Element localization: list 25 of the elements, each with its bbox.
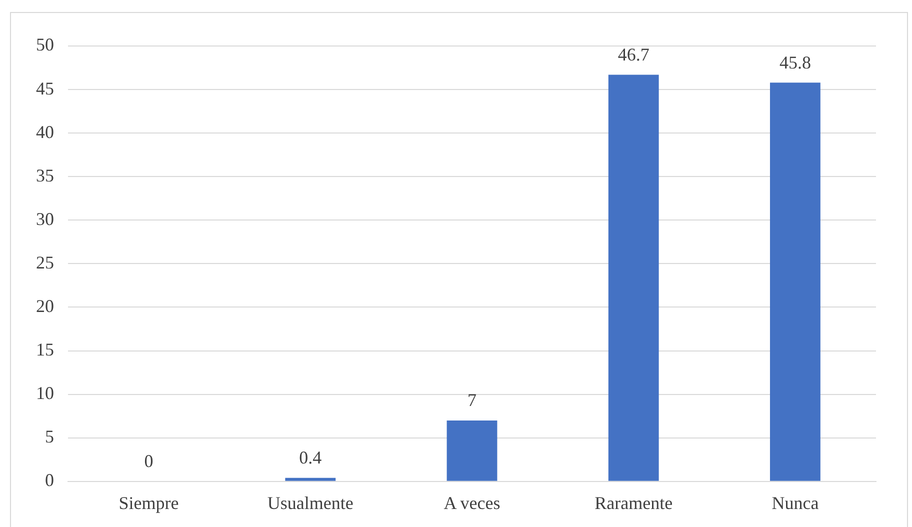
y-tick-label: 35: [36, 165, 54, 186]
data-label: 7: [468, 390, 476, 410]
y-tick-label: 15: [36, 340, 54, 360]
data-label: 45.8: [779, 52, 811, 72]
y-tick-label: 45: [36, 78, 54, 98]
x-tick-label: Raramente: [594, 492, 673, 513]
bar: [608, 74, 659, 481]
y-tick-label: 30: [36, 208, 54, 229]
data-label: 46.7: [618, 44, 650, 64]
y-tick-label: 50: [36, 34, 54, 55]
x-tick-label: Nunca: [772, 492, 819, 513]
y-tick-label: 40: [36, 122, 54, 142]
y-tick-label: 5: [45, 426, 54, 447]
y-tick-label: 20: [36, 296, 54, 316]
bar: [770, 82, 820, 481]
bar: [285, 478, 336, 481]
x-tick-label: Usualmente: [267, 492, 354, 513]
y-tick-label: 0: [45, 470, 54, 490]
data-label: 0: [144, 451, 154, 472]
y-tick-label: 25: [36, 252, 54, 272]
x-tick-label: A veces: [444, 492, 500, 513]
y-tick-label: 10: [36, 383, 54, 404]
bar: [446, 420, 498, 481]
data-label: 0.4: [299, 448, 322, 468]
x-tick-label: Siempre: [118, 492, 179, 513]
